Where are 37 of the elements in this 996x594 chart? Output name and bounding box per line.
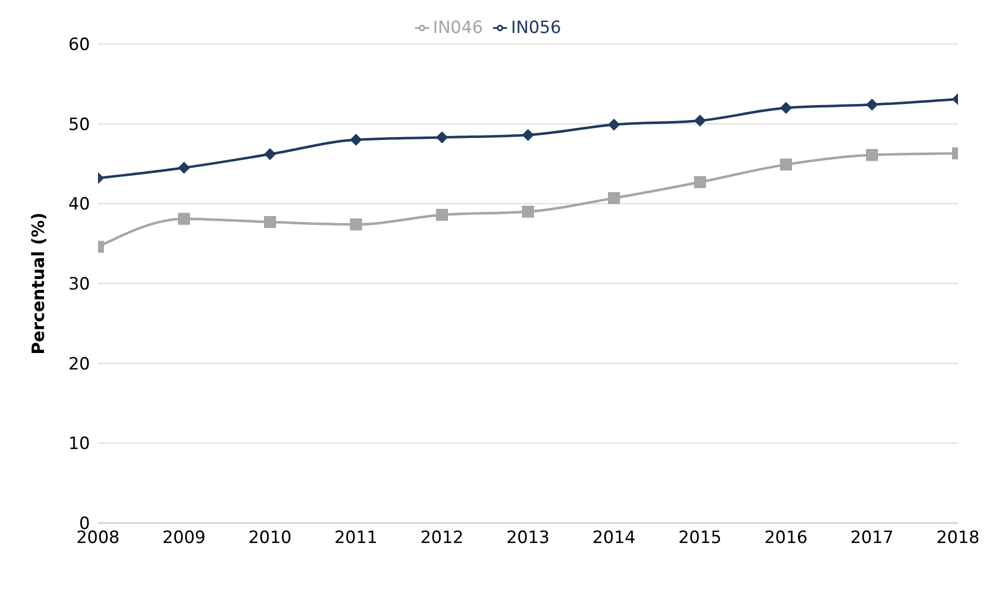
point [178, 162, 190, 174]
x-tick-label: 2016 [764, 528, 808, 548]
y-tick-label: 20 [68, 354, 90, 374]
x-tick-label: 2012 [420, 528, 464, 548]
y-tick-label: 60 [68, 35, 90, 56]
legend-label: IN056 [511, 18, 562, 38]
point [264, 216, 276, 228]
x-tick-label: 2018 [936, 528, 980, 548]
point [522, 206, 534, 218]
point [436, 131, 448, 144]
point [780, 158, 792, 171]
point [608, 192, 620, 204]
point [694, 114, 706, 127]
y-axis-title: Percentual (%) [29, 212, 50, 355]
y-tick-label: 50 [68, 114, 90, 135]
point [866, 98, 878, 111]
y-tick-label: 30 [68, 274, 90, 295]
legend-label: IN046 [432, 18, 483, 38]
point [780, 102, 792, 114]
point [350, 134, 362, 146]
point [694, 176, 706, 188]
point [436, 208, 448, 221]
x-tick-label: 2015 [678, 528, 722, 548]
point [522, 129, 534, 142]
x-tick-label: 2013 [506, 528, 550, 548]
y-tick-label: 10 [68, 434, 90, 454]
point [178, 212, 190, 225]
x-tick-label: 2014 [592, 528, 636, 548]
y-tick-label: 40 [68, 194, 90, 215]
point [608, 118, 620, 131]
point [264, 148, 276, 160]
x-tick-label: 2010 [248, 528, 292, 548]
x-tick-label: 2011 [334, 528, 378, 548]
x-tick-label: 2009 [162, 528, 206, 548]
point [350, 218, 362, 230]
x-tick-label: 2017 [850, 528, 894, 548]
point [866, 148, 878, 161]
